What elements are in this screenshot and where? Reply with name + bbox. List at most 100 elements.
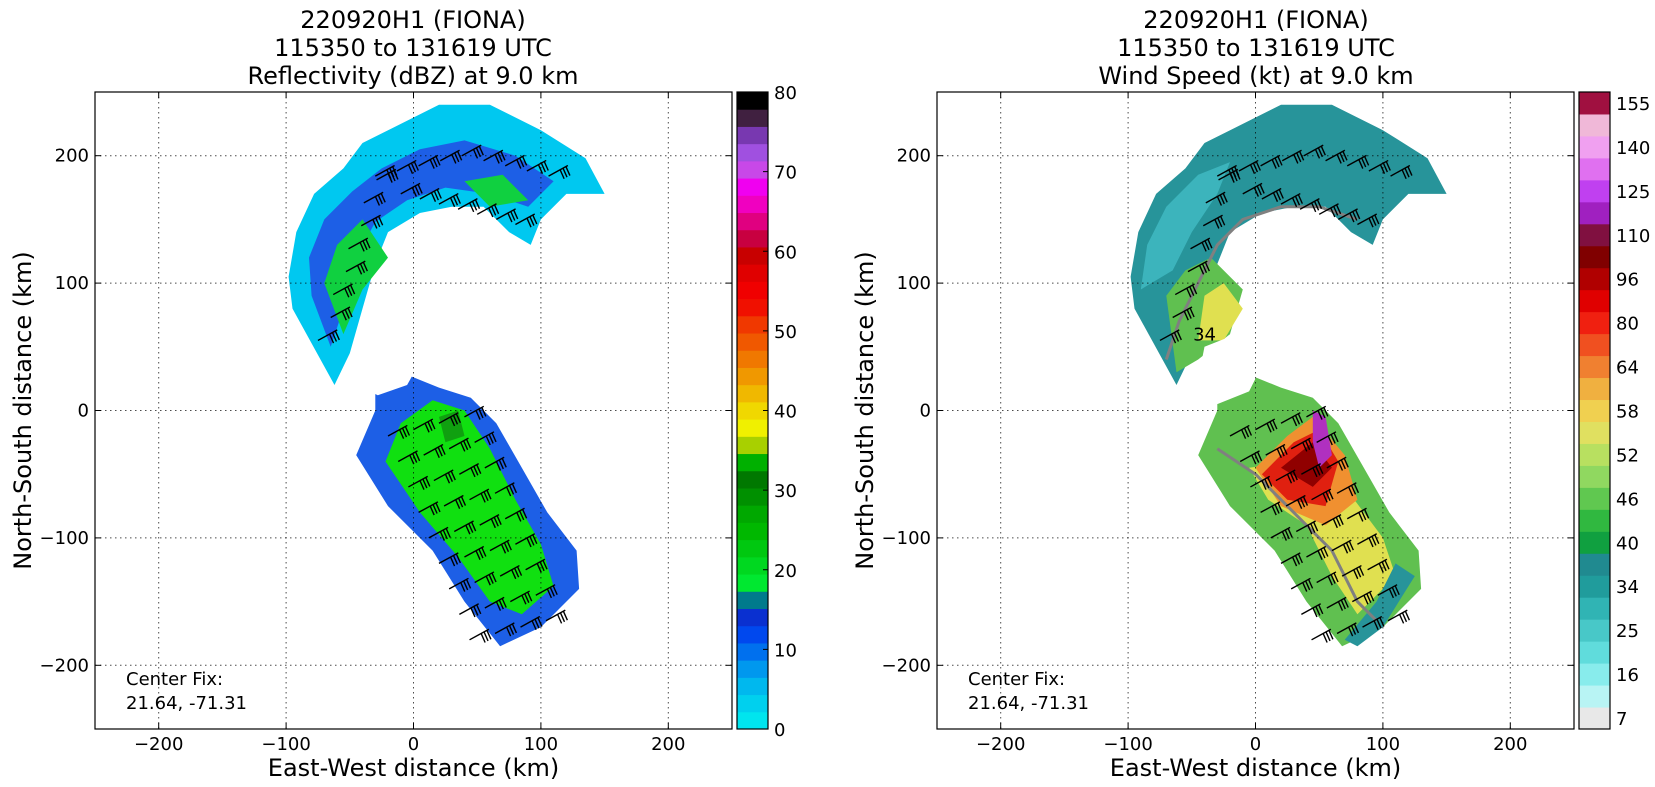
colorbar-swatch — [737, 642, 768, 661]
wind-barb-flag — [1363, 509, 1370, 519]
wind-barb-flag — [1322, 493, 1328, 503]
wind-barb-flag — [442, 529, 448, 540]
wind-barb-flag — [1170, 333, 1177, 344]
wind-barb-flag — [476, 604, 482, 615]
wind-barb-flag — [1249, 164, 1256, 174]
y-axis-label: North-South distance (km) — [851, 251, 879, 570]
colorbar-swatch — [1579, 157, 1610, 181]
wind-barb-flag — [356, 265, 363, 275]
wind-barb-flag — [1305, 440, 1311, 451]
wind-barb — [448, 577, 469, 590]
reflectivity-embedded-cell — [324, 219, 388, 335]
wind-barb-flag — [457, 497, 464, 508]
wind-barb-flag — [1312, 607, 1318, 618]
wind-barb — [438, 412, 459, 424]
wind-barb-flag — [432, 504, 438, 514]
wind-barb-flag — [1264, 478, 1270, 489]
wind-barb-flag — [447, 472, 454, 482]
wind-barb-flag — [1307, 579, 1314, 589]
colorbar-tick-label: 34 — [1616, 577, 1639, 598]
wind-barb-flag — [559, 169, 565, 180]
colorbar-swatch — [737, 677, 768, 696]
wind-barb-flag — [449, 416, 456, 427]
wind-barb-flag — [513, 209, 519, 220]
wind-barb — [1341, 564, 1362, 577]
wind-barb-flag — [440, 445, 446, 455]
wind-barb-flag — [372, 219, 378, 229]
wind-barb-flag — [1317, 147, 1324, 158]
wind-barb-flag — [1363, 594, 1369, 605]
wind-barb-flag — [475, 410, 481, 420]
wind-barb — [526, 159, 547, 172]
wind-barb-flag — [1388, 588, 1395, 599]
wind-barb-flag — [425, 477, 431, 487]
wind-barb-flag — [483, 631, 489, 642]
wind-barb-flag — [537, 164, 544, 174]
wind-barb-flag — [451, 154, 457, 164]
wind-barb-flag — [519, 510, 525, 521]
wind-barb-flag — [493, 204, 500, 215]
chart-panel-2: 220920H1 (FIONA)115350 to 131619 UTCWind… — [851, 6, 1650, 782]
wind-barb-flag — [1204, 240, 1210, 251]
wind-barb-flag — [1401, 169, 1407, 180]
wind-barb-flag — [465, 438, 472, 449]
wind-barb — [1377, 584, 1398, 596]
wind-barb-flag — [481, 407, 487, 417]
wind-barb-flag — [501, 458, 507, 468]
wind-barb — [1275, 469, 1296, 482]
wind-barb — [548, 164, 569, 177]
y-tick-label: 200 — [897, 146, 931, 167]
wind-teal-edge — [1344, 563, 1415, 647]
wind-barb-flag — [1318, 604, 1324, 615]
wind-barb-flag — [359, 242, 365, 252]
colorbar-tick-label: 80 — [774, 83, 797, 104]
colorbar-swatch — [737, 109, 768, 127]
wind-barb-flag — [521, 509, 528, 519]
wind-barb-flag — [478, 408, 484, 419]
wind-barb-flag — [1274, 504, 1280, 514]
wind-barb-flag — [1379, 617, 1385, 627]
wind-barb-flag — [469, 202, 475, 213]
wind-barb-flag — [1373, 620, 1379, 631]
wind-barb — [1306, 545, 1327, 558]
wind-barb-flag — [500, 151, 506, 161]
wind-barb-flag — [1328, 489, 1334, 500]
wind-barb-flag — [1348, 540, 1354, 551]
wind-barb — [1351, 590, 1372, 603]
wind-barb-flag — [1299, 497, 1306, 508]
wind-barb — [1242, 182, 1263, 195]
chart-title-line: 115350 to 131619 UTC — [274, 34, 552, 62]
wind-barb — [1260, 501, 1281, 514]
wind-barb — [400, 182, 421, 195]
colorbar-swatch — [737, 264, 768, 282]
center-fix-annotation: Center Fix: — [126, 669, 223, 690]
wind-barb-flag — [1311, 202, 1317, 213]
wind-barb-flag — [486, 489, 492, 500]
wind-barb-flag — [1198, 265, 1205, 275]
chart-title-line: 220920H1 (FIONA) — [1143, 6, 1368, 34]
colorbar-swatch — [737, 556, 768, 575]
wind-barb — [1387, 609, 1408, 622]
wind-barb-flag — [505, 486, 512, 497]
wind-barb — [1218, 168, 1239, 181]
colorbar-swatch — [737, 143, 768, 162]
colorbar-swatch — [737, 436, 768, 455]
wind-barb-flag — [1358, 159, 1364, 169]
wind-barb — [332, 283, 353, 296]
wind-barb-flag — [1338, 515, 1344, 525]
wind-barb — [438, 552, 459, 564]
colorbar-tick-label: 155 — [1616, 94, 1650, 115]
colorbar-tick-label: 60 — [774, 242, 797, 263]
wind-barb-flag — [475, 550, 481, 560]
wind-barb-flag — [565, 166, 571, 176]
colorbar-swatch — [1579, 685, 1610, 708]
wind-barb-flag — [1343, 598, 1349, 608]
wind-barb — [1202, 214, 1223, 227]
wind-barb-flag — [1302, 496, 1309, 506]
wind-barb — [1303, 144, 1324, 157]
wind-barb-flag — [347, 286, 353, 296]
wind-barb-flag — [1281, 531, 1288, 541]
y-tick-label: 0 — [920, 401, 931, 422]
wind-barb-flag — [412, 453, 418, 463]
x-tick-label: 200 — [1493, 734, 1527, 755]
